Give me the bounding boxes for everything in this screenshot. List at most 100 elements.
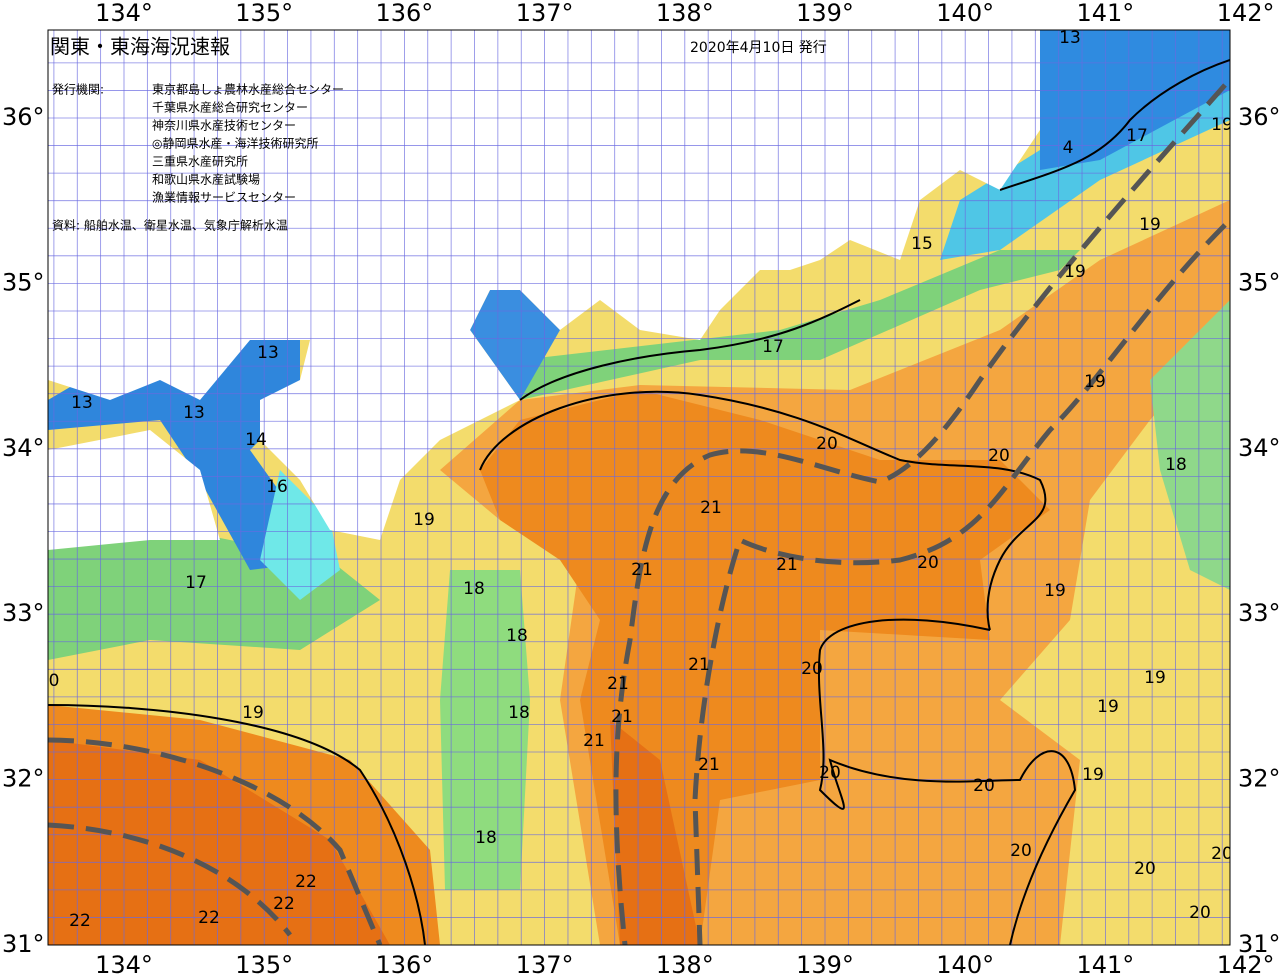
isotherm-label: 22 <box>295 872 317 892</box>
isotherm-label: 20 <box>1211 844 1233 864</box>
sea-warmest <box>610 720 700 945</box>
lon-label: 135° <box>235 0 293 27</box>
sea-colder <box>470 290 560 400</box>
title: 関東・東海海況速報 <box>50 35 230 59</box>
isotherm-label: 20 <box>801 659 823 679</box>
isotherm-label: 13 <box>183 403 205 423</box>
lat-label: 34° <box>1238 434 1280 462</box>
isotherms <box>48 59 1230 945</box>
isotherm-label: 18 <box>475 828 497 848</box>
lon-label: 137° <box>516 951 574 979</box>
lon-label: 134° <box>95 951 153 979</box>
isotherm-label: 15 <box>911 234 933 254</box>
isotherm-label: 14 <box>245 430 267 450</box>
issuer: 和歌山県水産試験場 <box>152 172 260 187</box>
lat-label: 33° <box>2 599 45 627</box>
isotherm-label: 21 <box>776 555 798 575</box>
lon-label: 141° <box>1076 0 1134 27</box>
isotherm-label: 20 <box>917 553 939 573</box>
isotherm-label: 13 <box>71 393 93 413</box>
isotherm-label: 16 <box>266 477 288 497</box>
isotherm-label: 17 <box>762 337 784 357</box>
isotherm-label: 20 <box>819 763 841 783</box>
isotherm-label: 19 <box>413 510 435 530</box>
current-axis <box>48 83 1227 945</box>
isotherm-label: 21 <box>607 674 629 694</box>
isotherm-label: 22 <box>273 894 295 914</box>
lat-label: 36° <box>1238 103 1280 131</box>
sea-cold <box>260 470 340 600</box>
isotherm-label: 19 <box>1097 697 1119 717</box>
isotherm-label: 13 <box>257 343 279 363</box>
map-frame <box>47 29 1231 946</box>
issuers-label: 発行機関: <box>52 82 104 97</box>
isotherm-label: 18 <box>508 703 530 723</box>
isotherm-label: 4 <box>1063 138 1074 158</box>
lat-label: 35° <box>2 268 45 296</box>
lat-label: 36° <box>2 103 45 131</box>
isotherm-label: 20 <box>1189 903 1211 923</box>
isotherm-label: 21 <box>688 655 710 675</box>
sea-cool <box>520 250 1080 400</box>
isotherm-label: 19 <box>1064 262 1086 282</box>
lat-label: 35° <box>1238 268 1280 296</box>
lon-label: 135° <box>235 951 293 979</box>
source: 資料: 船舶水温、衛星水温、気象庁解析水温 <box>52 218 288 233</box>
isotherm-label: 19 <box>1044 581 1066 601</box>
isotherm-label: 19 <box>1082 765 1104 785</box>
lon-label: 137° <box>516 0 574 27</box>
isotherm-label: 21 <box>631 560 653 580</box>
isotherm-label: 19 <box>1084 372 1106 392</box>
sea-colder <box>1040 30 1230 170</box>
lon-label: 140° <box>936 951 994 979</box>
sea-cool <box>1150 300 1230 590</box>
lat-label: 32° <box>2 765 45 793</box>
isotherm-label: 20 <box>973 776 995 796</box>
isotherm-label: 17 <box>1126 126 1148 146</box>
lon-label: 138° <box>656 951 714 979</box>
land <box>48 430 220 550</box>
issuer: 千葉県水産総合研究センター <box>152 100 308 115</box>
issuer: 三重県水産研究所 <box>152 154 248 169</box>
issuer: ◎静岡県水産・海洋技術研究所 <box>152 136 318 151</box>
isotherm-label: 19 <box>242 703 264 723</box>
lon-label: 142° <box>1217 951 1275 979</box>
isotherm-labels: 13 4 17 19 19 15 19 13 17 13 13 14 19 20 20 18 16 19 21 21 2… <box>49 30 1233 931</box>
isotherm-label: 20 <box>1010 841 1032 861</box>
isotherm-label: 21 <box>698 755 720 775</box>
isotherm-label: 17 <box>185 573 207 593</box>
issuer: 東京都島しょ農林水産総合センター <box>152 82 344 97</box>
isotherm-label: 19 <box>1139 215 1161 235</box>
lat-label: 34° <box>2 434 45 462</box>
lon-label: 136° <box>375 951 433 979</box>
lon-label: 138° <box>656 0 714 27</box>
lon-label: 136° <box>375 0 433 27</box>
lon-label: 142° <box>1217 0 1275 27</box>
lat-label: 33° <box>1238 599 1280 627</box>
isotherm-label: 22 <box>69 911 91 931</box>
isotherm-label: 20 <box>1134 859 1156 879</box>
isotherm-label: 19 <box>1211 115 1233 135</box>
isotherm-label: 18 <box>1165 455 1187 475</box>
isotherm-label: 20 <box>988 446 1010 466</box>
issuer: 漁業情報サービスセンター <box>152 191 296 205</box>
isotherm-label: 20 <box>816 434 838 454</box>
isotherm-label: 0 <box>49 671 60 691</box>
lat-label: 31° <box>1238 930 1280 958</box>
graticule <box>48 30 1230 945</box>
lon-label: 140° <box>936 0 994 27</box>
isotherm-label: 18 <box>506 626 528 646</box>
land <box>48 30 1040 540</box>
isotherm-label: 22 <box>198 908 220 928</box>
sea-cool <box>440 570 530 890</box>
isotherm-label: 21 <box>700 498 722 518</box>
lat-label: 32° <box>1238 765 1280 793</box>
lon-label: 134° <box>95 0 153 27</box>
isotherm-label: 19 <box>1144 668 1166 688</box>
lon-label: 141° <box>1076 951 1134 979</box>
lat-label: 31° <box>2 930 45 958</box>
issuer: 神奈川県水産技術センター <box>152 118 296 133</box>
lon-label: 139° <box>796 0 854 27</box>
